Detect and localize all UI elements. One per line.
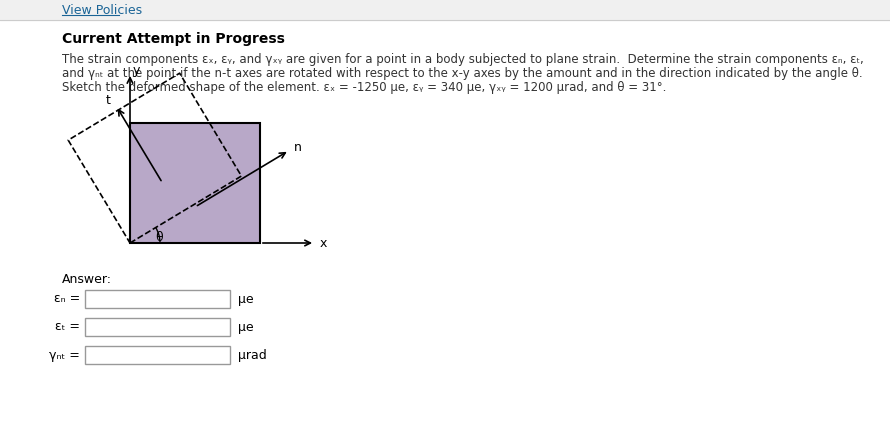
- FancyBboxPatch shape: [85, 290, 230, 308]
- FancyBboxPatch shape: [85, 346, 230, 364]
- Text: View Policies: View Policies: [62, 3, 142, 17]
- Text: εₙ =: εₙ =: [53, 292, 80, 306]
- Text: εₜ =: εₜ =: [55, 321, 80, 333]
- Text: and γₙₜ at the point if the n-t axes are rotated with respect to the x-y axes by: and γₙₜ at the point if the n-t axes are…: [62, 67, 862, 80]
- Text: μe: μe: [238, 321, 254, 333]
- FancyBboxPatch shape: [85, 318, 230, 336]
- Text: t: t: [106, 94, 111, 107]
- Text: γₙₜ =: γₙₜ =: [49, 348, 80, 362]
- Text: y: y: [133, 63, 141, 77]
- Text: Current Attempt in Progress: Current Attempt in Progress: [62, 32, 285, 46]
- Text: μrad: μrad: [238, 348, 267, 362]
- Text: θ: θ: [155, 231, 163, 244]
- Text: The strain components εₓ, εᵧ, and γₓᵧ are given for a point in a body subjected : The strain components εₓ, εᵧ, and γₓᵧ ar…: [62, 53, 864, 66]
- Text: Answer:: Answer:: [62, 273, 112, 286]
- Bar: [130, 123, 260, 243]
- Text: x: x: [320, 237, 328, 250]
- Text: Sketch the deformed shape of the element. εₓ = -1250 μe, εᵧ = 340 μe, γₓᵧ = 1200: Sketch the deformed shape of the element…: [62, 81, 667, 94]
- Text: μe: μe: [238, 292, 254, 306]
- Text: n: n: [295, 141, 303, 154]
- Bar: [0, 0, 890, 20]
